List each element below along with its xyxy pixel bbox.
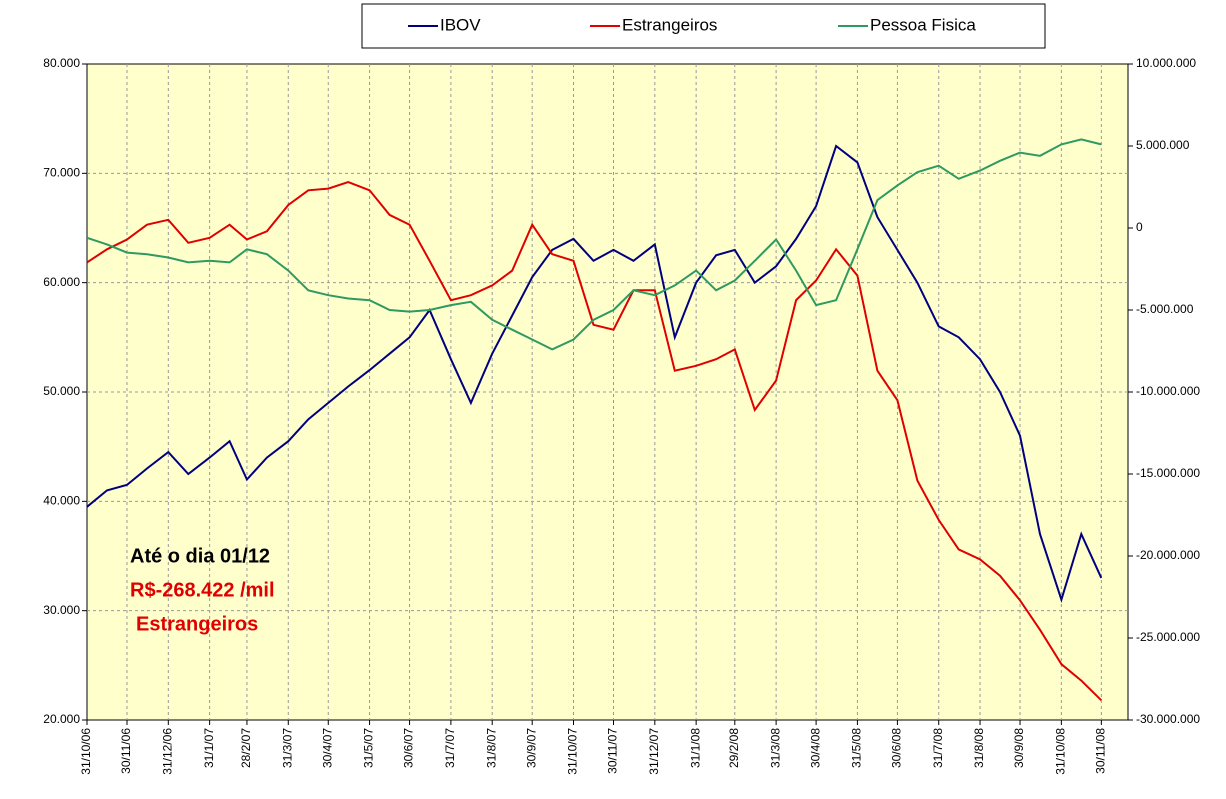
y2-tick-label: 10.000.000 — [1136, 56, 1196, 70]
y-tick-label: 50.000 — [43, 384, 80, 398]
legend-box — [361, 3, 1046, 49]
legend-label: Pessoa Fisica — [870, 15, 976, 34]
series-line — [86, 181, 1103, 702]
legend-label: Estrangeiros — [622, 15, 717, 34]
annotation: Até o dia 01/12 — [130, 545, 270, 567]
x-tick-label: 31/3/07 — [280, 728, 294, 768]
x-tick-label: 30/11/08 — [1094, 728, 1108, 774]
series-line — [86, 138, 1102, 351]
x-tick-label: 31/5/08 — [850, 728, 864, 768]
x-tick-label: 30/9/08 — [1012, 728, 1026, 768]
x-tick-label: 30/6/08 — [890, 728, 904, 768]
x-tick-label: 28/2/07 — [239, 728, 253, 768]
x-tick-label: 30/6/07 — [402, 728, 416, 768]
y2-tick-label: 5.000.000 — [1136, 138, 1190, 152]
x-tick-label: 31/8/07 — [484, 728, 498, 768]
annotation: R$-268.422 /mil — [130, 579, 275, 601]
x-tick-label: 31/10/07 — [566, 728, 580, 775]
y-tick-label: 30.000 — [43, 603, 80, 617]
x-tick-label: 31/5/07 — [362, 728, 376, 768]
y2-tick-label: 0 — [1136, 220, 1143, 234]
x-tick-label: 31/1/08 — [688, 728, 702, 768]
y2-tick-label: -30.000.000 — [1136, 712, 1200, 726]
x-tick-label: 31/12/07 — [647, 728, 661, 775]
y2-tick-label: -25.000.000 — [1136, 630, 1200, 644]
plot-area — [86, 63, 1129, 721]
x-tick-label: 30/4/07 — [320, 728, 334, 768]
x-tick-label: 30/4/08 — [808, 728, 822, 768]
y-tick-label: 40.000 — [43, 494, 80, 508]
x-tick-label: 31/7/08 — [931, 728, 945, 768]
x-tick-label: 31/10/06 — [79, 728, 93, 775]
y2-tick-label: -15.000.000 — [1136, 466, 1200, 480]
x-tick-label: 31/8/08 — [972, 728, 986, 768]
y-tick-label: 80.000 — [43, 56, 80, 70]
x-tick-label: 30/9/07 — [524, 728, 538, 768]
series-line — [86, 144, 1103, 604]
y-tick-label: 70.000 — [43, 166, 80, 180]
x-tick-label: 31/7/07 — [443, 728, 457, 768]
x-tick-label: 31/12/06 — [160, 728, 174, 775]
x-tick-label: 31/1/07 — [202, 728, 216, 768]
x-tick-label: 31/3/08 — [768, 728, 782, 768]
y2-tick-label: -10.000.000 — [1136, 384, 1200, 398]
x-tick-label: 30/11/06 — [119, 728, 133, 774]
legend-label: IBOV — [440, 15, 481, 34]
y-tick-label: 60.000 — [43, 275, 80, 289]
x-tick-label: 31/10/08 — [1054, 728, 1068, 775]
y-tick-label: 20.000 — [43, 712, 80, 726]
x-tick-label: 29/2/08 — [727, 728, 741, 768]
x-tick-label: 30/11/07 — [606, 728, 620, 774]
y2-tick-label: -20.000.000 — [1136, 548, 1200, 562]
annotation: Estrangeiros — [136, 613, 258, 635]
y2-tick-label: -5.000.000 — [1136, 302, 1194, 316]
